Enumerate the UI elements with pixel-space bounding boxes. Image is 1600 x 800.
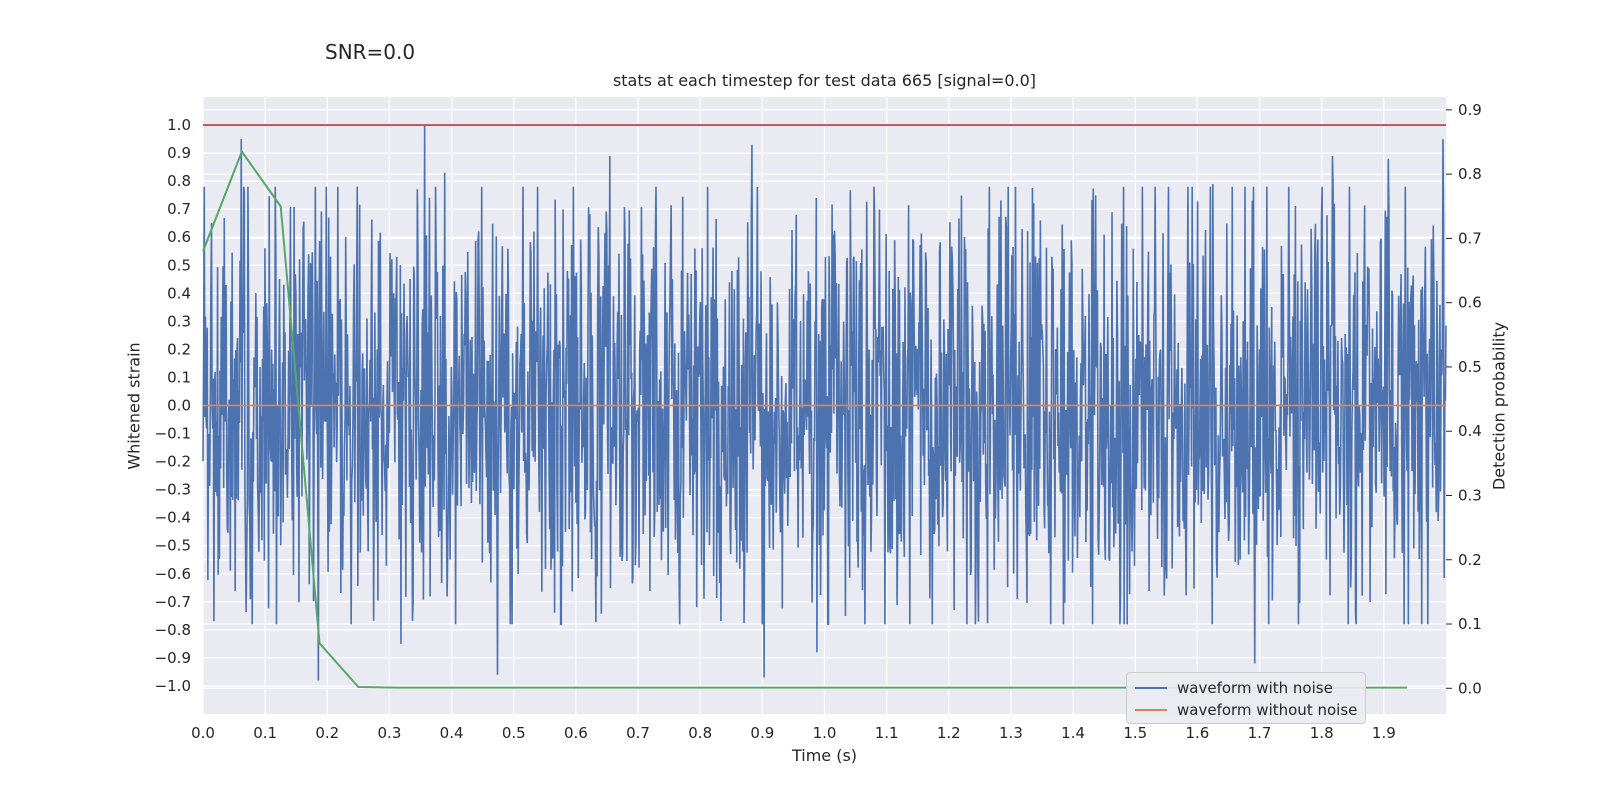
x-tick-label: 0.5: [502, 724, 526, 742]
x-tick-label: 0.7: [626, 724, 650, 742]
x-tick-label: 0.4: [440, 724, 464, 742]
x-tick-label: 1.9: [1372, 724, 1396, 742]
y-tick-label: 0.4: [167, 284, 191, 302]
snr-label: SNR=0.0: [325, 40, 416, 64]
y-right-tick-label: 0.7: [1458, 229, 1482, 247]
legend-item-noisy: waveform with noise: [1135, 677, 1333, 699]
x-tick-label: 0.1: [253, 724, 277, 742]
ticks: 0.0 0.1 0.2 0.3 0.4 0.5 0.6 0.7 0.8 0.9 1.0 1.1 1.2 1…: [155, 101, 1482, 742]
x-tick-label: 0.8: [688, 724, 712, 742]
y-tick-label: −0.8: [155, 621, 191, 639]
x-tick-label: 0.9: [750, 724, 774, 742]
legend-swatch-clean: [1135, 709, 1167, 711]
y-right-tick-label: 0.5: [1458, 358, 1482, 376]
y-tick-label: 1.0: [167, 116, 191, 134]
y-tick-label: −1.0: [155, 677, 191, 695]
y-tick-label: 0.3: [167, 312, 191, 330]
x-tick-label: 1.3: [999, 724, 1023, 742]
y-axis-label: Whitened strain: [124, 342, 144, 470]
x-tick-label: 1.7: [1248, 724, 1272, 742]
x-tick-label: 1.5: [1123, 724, 1147, 742]
y-tick-label: −0.2: [155, 453, 191, 471]
y-tick-label: −0.5: [155, 537, 191, 555]
y-tick-label: 0.0: [167, 397, 191, 415]
chart-title: stats at each timestep for test data 665…: [612, 71, 1037, 90]
y-tick-label: −0.4: [155, 509, 191, 527]
legend-label-noisy: waveform with noise: [1177, 679, 1333, 697]
y-tick-label: 0.9: [167, 144, 191, 162]
x-tick-label: 1.8: [1310, 724, 1334, 742]
y-tick-label: −0.1: [155, 425, 191, 443]
y-tick-label: −0.7: [155, 593, 191, 611]
y-tick-label: 0.5: [167, 256, 191, 274]
x-tick-label: 1.2: [937, 724, 961, 742]
x-tick-label: 1.1: [875, 724, 899, 742]
y-right-tick-label: 0.4: [1458, 422, 1482, 440]
y-tick-label: 0.7: [167, 200, 191, 218]
x-tick-label: 0.2: [315, 724, 339, 742]
series-waveform-with-noise: [202, 125, 1447, 681]
y-tick-label: −0.9: [155, 649, 191, 667]
y-right-tick-label: 0.8: [1458, 165, 1482, 183]
y-tick-label: −0.6: [155, 565, 191, 583]
legend-swatch-noisy: [1135, 687, 1167, 689]
x-tick-label: 1.6: [1185, 724, 1209, 742]
y-tick-label: 0.1: [167, 368, 191, 386]
x-tick-label: 0.6: [564, 724, 588, 742]
legend-item-clean: waveform without noise: [1135, 699, 1357, 721]
x-tick-label: 0.0: [191, 724, 215, 742]
x-tick-label: 0.3: [378, 724, 402, 742]
y-tick-label: 0.2: [167, 340, 191, 358]
y-right-tick-label: 0.3: [1458, 486, 1482, 504]
x-tick-label: 1.4: [1061, 724, 1085, 742]
y-right-tick-label: 0.9: [1458, 101, 1482, 119]
y-right-tick-label: 0.2: [1458, 551, 1482, 569]
x-axis-label: Time (s): [791, 746, 858, 765]
legend-label-clean: waveform without noise: [1177, 701, 1358, 719]
y-axis-label-right: Detection probability: [1489, 321, 1509, 491]
y-right-tick-label: 0.1: [1458, 615, 1482, 633]
y-tick-label: 0.6: [167, 228, 191, 246]
y-right-tick-label: 0.6: [1458, 294, 1482, 312]
y-tick-label: 0.8: [167, 172, 191, 190]
legend: waveform with noise waveform without noi…: [1126, 672, 1366, 724]
x-tick-label: 1.0: [813, 724, 837, 742]
y-right-tick-label: 0.0: [1458, 679, 1482, 697]
y-tick-label: −0.3: [155, 481, 191, 499]
